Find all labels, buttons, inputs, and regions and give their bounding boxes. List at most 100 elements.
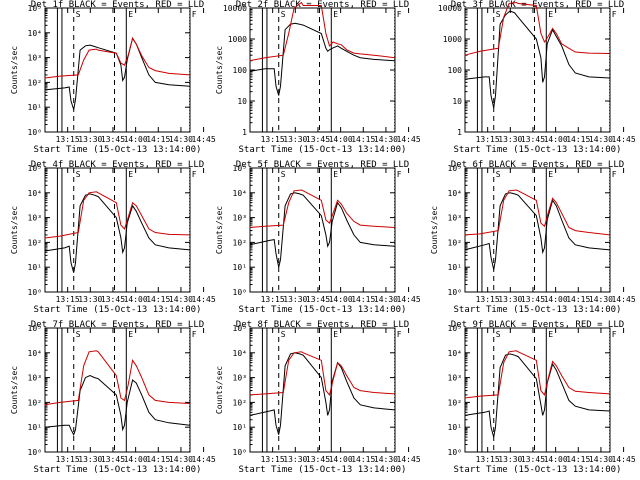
- series-events: [464, 192, 610, 270]
- event-marker: S: [496, 170, 501, 179]
- series-events: [44, 375, 190, 436]
- x-tick-label: 13:45: [101, 135, 125, 144]
- event-marker: S: [76, 330, 81, 339]
- x-tick-label: 13:15: [476, 455, 500, 464]
- x-tick-label: 13:45: [101, 295, 125, 304]
- x-tick-label: 14:15: [146, 295, 170, 304]
- panel-title: Det 1f BLACK = Events, RED = LLD: [31, 0, 204, 10]
- series-events: [464, 353, 610, 438]
- event-marker: F: [612, 330, 617, 339]
- panel-title: Det 2f BLACK = Events, RED = LLD: [236, 0, 409, 10]
- event-marker: S: [496, 10, 501, 19]
- y-axis-label: Counts/sec: [430, 206, 439, 254]
- plot-frame: [464, 327, 611, 453]
- series-lld: [464, 350, 610, 399]
- y-tick-label: 10⁵: [28, 4, 42, 13]
- detector-panel-3: Det 3f BLACK = Events, RED = LLD 1 10 100 10…: [438, 0, 636, 155]
- y-tick-label: 10⁰: [28, 448, 42, 457]
- detector-panel-6: Det 6f BLACK = Events, RED = LLD 10⁰ 10¹ 10…: [430, 160, 636, 315]
- x-tick-label: 14:15: [146, 135, 170, 144]
- y-tick-label: 10⁴: [448, 349, 462, 358]
- x-tick-label: 14:45: [192, 455, 216, 464]
- panel-title: Det 3f BLACK = Events, RED = LLD: [451, 0, 624, 10]
- x-tick-label: 14:15: [351, 135, 375, 144]
- x-axis-label: Start Time (15-Oct-13 13:14:00): [34, 305, 202, 315]
- y-tick-label: 10⁴: [28, 189, 42, 198]
- y-tick-label: 100: [233, 66, 248, 75]
- panel-title: Det 7f BLACK = Events, RED = LLD: [31, 320, 204, 330]
- event-marker: E: [333, 330, 338, 339]
- plot-frame: [464, 7, 611, 133]
- y-tick-label: 10⁴: [28, 29, 42, 38]
- y-tick-label: 10¹: [233, 423, 247, 432]
- y-tick-label: 10⁰: [233, 288, 247, 297]
- x-tick-label: 14:00: [329, 295, 353, 304]
- series-lld: [44, 191, 190, 239]
- y-tick-label: 1: [457, 128, 462, 137]
- event-marker: F: [192, 330, 197, 339]
- x-tick-label: 14:45: [397, 295, 421, 304]
- series-lld: [249, 1, 395, 62]
- x-tick-label: 13:45: [306, 455, 330, 464]
- event-marker: E: [128, 10, 133, 19]
- event-marker: F: [612, 170, 617, 179]
- y-tick-label: 1000: [228, 35, 247, 44]
- y-tick-label: 10¹: [28, 263, 42, 272]
- series-lld: [44, 350, 190, 406]
- y-axis-label: Counts/sec: [10, 46, 19, 94]
- series-lld: [44, 37, 190, 79]
- x-tick-label: 13:30: [78, 135, 102, 144]
- x-tick-label: 14:15: [351, 455, 375, 464]
- x-tick-label: 14:45: [397, 135, 421, 144]
- y-tick-label: 100: [448, 66, 463, 75]
- x-tick-label: 14:45: [192, 295, 216, 304]
- plot-frame: [464, 167, 611, 293]
- y-axis-label: Counts/sec: [10, 206, 19, 254]
- x-tick-label: 14:00: [544, 135, 568, 144]
- event-marker: E: [548, 10, 553, 19]
- event-marker: F: [397, 170, 402, 179]
- event-marker: S: [281, 10, 286, 19]
- y-tick-label: 10¹: [28, 103, 42, 112]
- y-tick-label: 10¹: [233, 263, 247, 272]
- x-tick-label: 14:00: [544, 455, 568, 464]
- x-axis-label: Start Time (15-Oct-13 13:14:00): [454, 465, 622, 475]
- series-events: [44, 37, 190, 110]
- event-marker: F: [612, 10, 617, 19]
- x-tick-label: 14:45: [397, 455, 421, 464]
- y-axis-label: Counts/sec: [215, 366, 224, 414]
- y-tick-label: 10²: [28, 238, 42, 247]
- y-tick-label: 10⁵: [233, 324, 247, 333]
- panel-title: Det 4f BLACK = Events, RED = LLD: [31, 160, 204, 170]
- panel-title: Det 5f BLACK = Events, RED = LLD: [236, 160, 409, 170]
- series-events: [249, 22, 395, 96]
- series-lld: [464, 1, 610, 56]
- y-tick-label: 10⁰: [448, 288, 462, 297]
- x-tick-label: 14:30: [589, 455, 613, 464]
- x-tick-label: 14:30: [374, 295, 398, 304]
- y-tick-label: 10: [237, 97, 247, 106]
- y-tick-label: 10⁴: [28, 349, 42, 358]
- y-tick-label: 10³: [448, 214, 462, 223]
- y-tick-label: 10¹: [448, 263, 462, 272]
- y-tick-label: 10³: [28, 374, 42, 383]
- y-tick-label: 10³: [233, 214, 247, 223]
- x-axis-label: Start Time (15-Oct-13 13:14:00): [239, 465, 407, 475]
- plot-frame: [44, 327, 191, 453]
- y-tick-label: 10³: [233, 374, 247, 383]
- x-tick-label: 13:30: [498, 455, 522, 464]
- x-tick-label: 13:45: [306, 295, 330, 304]
- y-tick-label: 1000: [443, 35, 462, 44]
- event-marker: S: [76, 170, 81, 179]
- x-tick-label: 14:15: [146, 455, 170, 464]
- x-tick-label: 14:45: [192, 135, 216, 144]
- y-tick-label: 10³: [28, 54, 42, 63]
- y-tick-label: 10000: [438, 4, 462, 13]
- x-tick-label: 14:15: [566, 455, 590, 464]
- x-tick-label: 13:45: [306, 135, 330, 144]
- series-events: [464, 10, 610, 109]
- x-tick-label: 14:00: [124, 295, 148, 304]
- x-tick-label: 13:30: [78, 455, 102, 464]
- event-marker: S: [281, 330, 286, 339]
